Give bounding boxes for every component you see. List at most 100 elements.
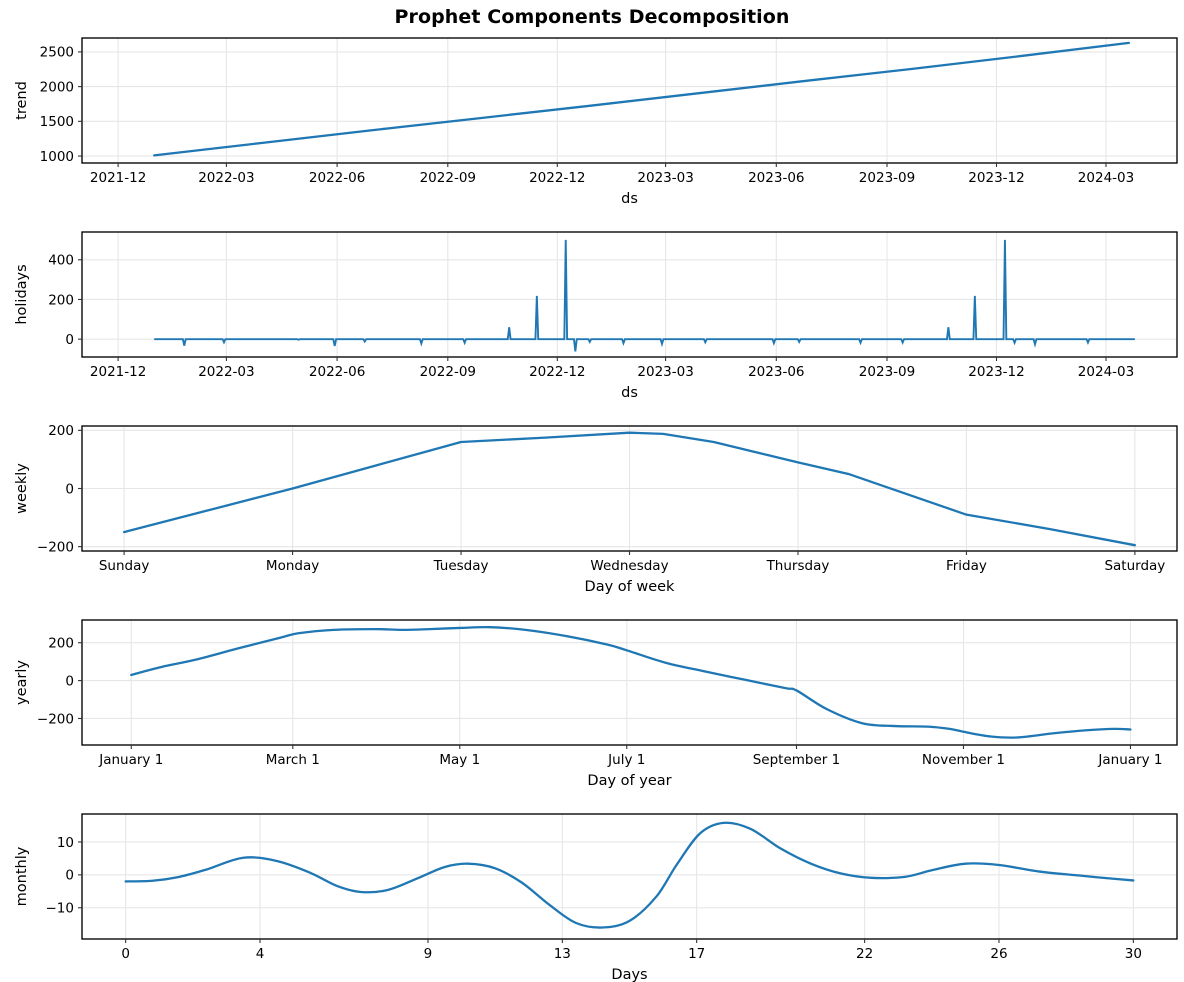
x-tick-label: 2022-09 <box>420 170 476 186</box>
axes-frame <box>81 231 1178 358</box>
y-tick-label: 1500 <box>40 114 74 130</box>
x-tick-label: November 1 <box>922 752 1005 768</box>
y-tick-label: 10 <box>57 835 74 851</box>
x-tick-label: May 1 <box>439 752 480 768</box>
axes-frame <box>81 619 1178 746</box>
x-axis-label: Day of year <box>587 773 671 788</box>
y-tick-label: 200 <box>48 636 74 652</box>
x-tick-label: 0 <box>121 946 130 962</box>
gridlines <box>82 38 1177 163</box>
x-tick-label: 2023-09 <box>859 364 915 380</box>
x-tick-label: July 1 <box>607 752 645 768</box>
chart-monthly: −10 0 10 0 4 9 13 17 22 26 30 Days monthly <box>14 813 1178 982</box>
panel-monthly: −10 0 10 0 4 9 13 17 22 26 30 Days monthly <box>0 806 1184 982</box>
y-tick-label: 200 <box>48 423 74 439</box>
x-tick-label: 2021-12 <box>90 170 146 186</box>
x-tick-label: 2022-06 <box>309 170 365 186</box>
y-axis-label: monthly <box>14 846 30 906</box>
y-tick-label: 0 <box>65 868 74 884</box>
y-tick-label: 2000 <box>40 79 74 95</box>
y-axis-label: yearly <box>14 660 30 705</box>
y-axis-ticks: −200 0 200 <box>37 423 82 555</box>
x-tick-label: Monday <box>266 558 319 574</box>
x-tick-label: 17 <box>688 946 705 962</box>
x-axis-label: Day of week <box>585 579 676 594</box>
y-tick-label: −200 <box>37 711 74 727</box>
panel-trend: 1000 1500 2000 2500 2021-12 2022-03 2022-06 202… <box>0 30 1184 206</box>
x-tick-label: 2023-12 <box>968 364 1024 380</box>
x-tick-label: 2022-03 <box>198 364 254 380</box>
x-tick-label: 2022-06 <box>309 364 365 380</box>
x-tick-label: 2023-06 <box>748 170 804 186</box>
x-tick-label: Saturday <box>1104 558 1165 574</box>
y-axis-label: holidays <box>14 264 30 324</box>
panel-yearly: −200 0 200 January 1 March 1 May 1 July 1 Septe… <box>0 612 1184 788</box>
x-axis-ticks: 2021-12 2022-03 2022-06 2022-09 2022-12 2023-… <box>90 163 1134 186</box>
chart-yearly: −200 0 200 January 1 March 1 May 1 July 1 Septe… <box>14 619 1178 788</box>
y-axis-ticks: 1000 1500 2000 2500 <box>40 45 82 165</box>
series-holidays <box>154 239 1135 352</box>
y-tick-label: 2500 <box>40 45 74 61</box>
x-tick-label: 9 <box>424 946 433 962</box>
page-title: Prophet Components Decomposition <box>394 6 790 28</box>
x-tick-label: 2023-03 <box>637 364 693 380</box>
y-tick-label: 0 <box>65 481 74 497</box>
x-tick-label: March 1 <box>266 752 320 768</box>
x-tick-label: 2022-12 <box>529 170 585 186</box>
x-axis-ticks: Sunday Monday Tuesday Wednesday Thursday Frid… <box>99 551 1165 574</box>
x-tick-label: 2023-09 <box>859 170 915 186</box>
x-tick-label: 30 <box>1125 946 1142 962</box>
y-tick-label: 0 <box>65 332 74 348</box>
series-trend <box>153 41 1131 157</box>
y-axis-label: trend <box>14 81 30 120</box>
x-tick-label: September 1 <box>753 752 841 768</box>
x-tick-label: January 1 <box>98 752 163 768</box>
x-tick-label: Friday <box>946 558 987 574</box>
y-axis-ticks: −200 0 200 <box>37 636 82 727</box>
x-axis-ticks: 0 4 9 13 17 22 26 30 <box>121 939 1142 962</box>
x-tick-label: 2022-03 <box>198 170 254 186</box>
x-axis-ticks: January 1 March 1 May 1 July 1 September 1 No… <box>98 745 1162 768</box>
x-tick-label: Sunday <box>99 558 150 574</box>
x-tick-label: 2023-12 <box>968 170 1024 186</box>
x-tick-label: 2023-03 <box>637 170 693 186</box>
x-tick-label: Tuesday <box>433 558 489 574</box>
y-axis-label: weekly <box>14 463 30 514</box>
y-tick-label: 400 <box>48 253 74 269</box>
panel-weekly: −200 0 200 Sunday Monday Tuesday Wednesday Thur… <box>0 418 1184 594</box>
y-tick-label: 200 <box>48 292 74 308</box>
x-tick-label: 4 <box>256 946 265 962</box>
x-axis-label: ds <box>621 385 638 400</box>
x-tick-label: 2022-09 <box>420 364 476 380</box>
x-tick-label: Wednesday <box>590 558 668 574</box>
panel-holidays: 0 200 400 2021-12 2022-03 2022-06 2022-09 2022-… <box>0 224 1184 400</box>
x-tick-label: January 1 <box>1097 752 1162 768</box>
x-tick-label: 26 <box>990 946 1007 962</box>
y-tick-label: −10 <box>46 901 75 917</box>
chart-weekly: −200 0 200 Sunday Monday Tuesday Wednesday Thur… <box>14 423 1178 594</box>
series-monthly <box>124 821 1135 929</box>
x-tick-label: 22 <box>856 946 873 962</box>
y-tick-label: 1000 <box>40 149 74 165</box>
series-weekly <box>122 431 1137 547</box>
gridlines <box>82 814 1177 939</box>
x-tick-label: 2021-12 <box>90 364 146 380</box>
series-yearly <box>130 625 1132 739</box>
x-tick-label: Thursday <box>766 558 830 574</box>
y-tick-label: −200 <box>37 539 74 555</box>
x-axis-label: ds <box>621 191 638 206</box>
gridlines <box>82 426 1177 551</box>
y-axis-ticks: 0 200 400 <box>48 253 82 348</box>
gridlines <box>82 620 1177 745</box>
y-axis-ticks: −10 0 10 <box>46 835 82 917</box>
x-tick-label: 2022-12 <box>529 364 585 380</box>
x-tick-label: 13 <box>554 946 571 962</box>
chart-holidays: 0 200 400 2021-12 2022-03 2022-06 2022-09 2022-… <box>14 231 1178 400</box>
axes-frame <box>81 813 1178 940</box>
x-axis-ticks: 2021-12 2022-03 2022-06 2022-09 2022-12 2023-… <box>90 357 1134 380</box>
axes-frame <box>81 37 1178 164</box>
x-tick-label: 2023-06 <box>748 364 804 380</box>
x-tick-label: 2024-03 <box>1078 170 1134 186</box>
